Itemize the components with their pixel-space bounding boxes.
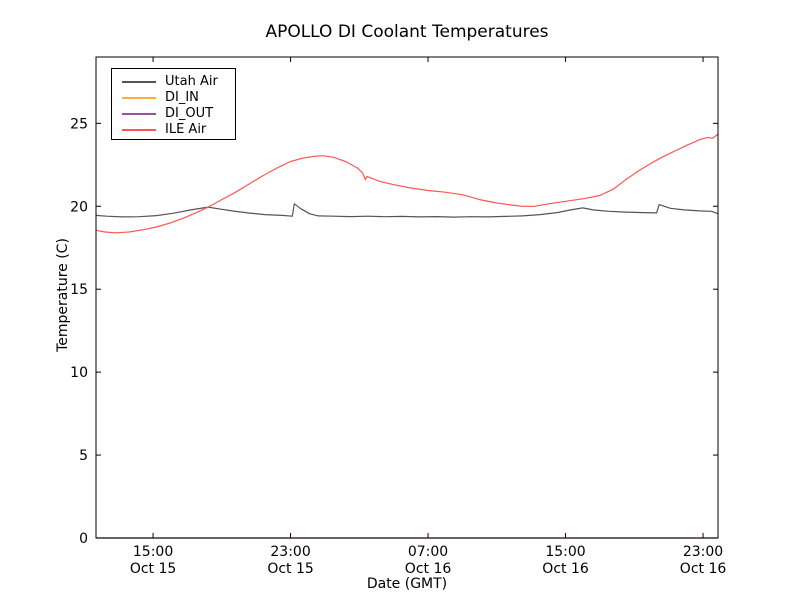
legend-swatch-ile-air [122,129,156,131]
legend-item-di-out: DI_OUT [122,106,235,122]
y-axis-label: Temperature (C) [55,238,71,352]
x-tick-label-date: Oct 15 [130,561,176,577]
x-tick-label-time: 23:00 [683,544,723,560]
legend-label-di-out: DI_OUT [165,106,214,121]
y-tick-label: 0 [79,531,88,547]
chart-title: APOLLO DI Coolant Temperatures [265,22,549,42]
x-tick-label-date: Oct 16 [680,561,727,577]
x-axis-label: Date (GMT) [366,576,448,592]
series-line-ile-air [95,133,719,234]
x-tick-label-date: Oct 16 [542,561,589,577]
legend-swatch-di-out [122,113,156,115]
legend-label-utah-air: Utah Air [165,74,218,89]
x-tick-label-date: Oct 16 [405,561,452,577]
y-tick-label: 15 [70,282,88,298]
legend-item-di-in: DI_IN [122,90,235,106]
plot-border [95,56,719,539]
x-tick-label-date: Oct 15 [267,561,313,577]
y-tick-label: 5 [79,448,88,464]
legend-label-di-in: DI_IN [165,90,199,105]
legend-swatch-utah-air [122,81,156,83]
x-tick-label-time: 15:00 [133,544,173,560]
legend-item-ile-air: ILE Air [122,122,235,138]
x-tick-label-time: 07:00 [408,544,448,560]
x-tick-label-time: 15:00 [545,544,585,560]
legend-label-ile-air: ILE Air [165,122,207,137]
legend-item-utah-air: Utah Air [122,74,235,90]
y-tick-label: 25 [70,116,88,132]
x-tick-label-time: 23:00 [270,544,310,560]
legend-swatch-di-in [122,97,156,99]
y-tick-label: 10 [70,365,88,381]
y-tick-label: 20 [70,199,88,215]
legend: Utah Air DI_IN DI_OUT ILE Air [111,68,236,140]
series-line-utah-air [95,203,719,218]
